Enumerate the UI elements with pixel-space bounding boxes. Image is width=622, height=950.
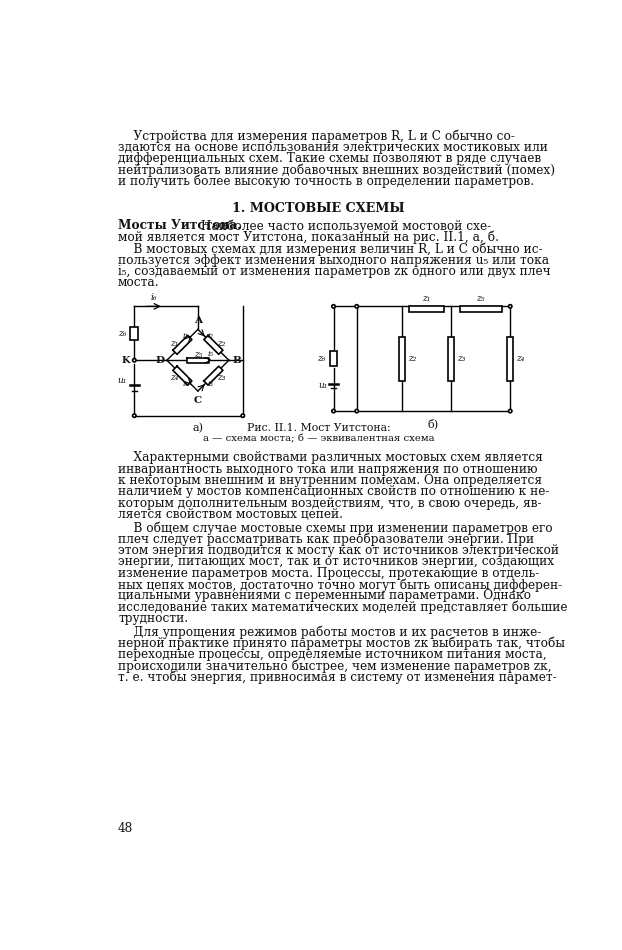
Circle shape (355, 305, 358, 308)
Text: Наиболее часто используемой мостовой схе-: Наиболее часто используемой мостовой схе… (197, 219, 491, 233)
Text: здаются на основе использования электрических мостиковых или: здаются на основе использования электрич… (118, 141, 548, 154)
Bar (460, 306, 502, 312)
Text: i₆: i₆ (151, 294, 157, 302)
Circle shape (332, 409, 335, 412)
Text: u₁: u₁ (318, 382, 327, 390)
Text: A: A (194, 315, 202, 325)
Polygon shape (173, 366, 192, 385)
Text: энергии, питающих мост, так и от источников энергии, создающих: энергии, питающих мост, так и от источни… (118, 555, 554, 568)
Text: K: K (121, 355, 129, 365)
Text: В общем случае мостовые схемы при изменении параметров его: В общем случае мостовые схемы при измене… (118, 521, 553, 535)
Circle shape (509, 409, 512, 412)
Text: и получить более высокую точность в определении параметров.: и получить более высокую точность в опре… (118, 175, 534, 188)
Bar (399, 336, 405, 381)
Text: i₄: i₄ (183, 380, 188, 389)
Circle shape (132, 358, 136, 362)
Text: z₃: z₃ (458, 354, 466, 363)
Text: B: B (233, 355, 241, 365)
Bar (448, 336, 455, 381)
Text: к некоторым внешним и внутренним помехам. Она определяется: к некоторым внешним и внутренним помехам… (118, 474, 542, 487)
Text: i₅, создаваемый от изменения параметров zк одного или двух плеч: i₅, создаваемый от изменения параметров … (118, 265, 550, 278)
Text: пользуется эффект изменения выходного напряжения u₅ или тока: пользуется эффект изменения выходного на… (118, 254, 549, 267)
Circle shape (509, 305, 512, 308)
Text: В мостовых схемах для измерения величин R, L и С обычно ис-: В мостовых схемах для измерения величин … (118, 242, 542, 256)
Circle shape (355, 409, 358, 412)
Text: инвариантность выходного тока или напряжения по отношению: инвариантность выходного тока или напряж… (118, 463, 537, 476)
Text: 48: 48 (118, 823, 134, 835)
Text: трудности.: трудности. (118, 612, 188, 625)
Text: z₆: z₆ (118, 329, 126, 338)
Text: u₁: u₁ (117, 376, 126, 385)
Bar (507, 336, 513, 381)
Text: C: C (194, 395, 202, 405)
Text: а — схема моста; б — эквивалентная схема: а — схема моста; б — эквивалентная схема (203, 434, 435, 444)
Circle shape (132, 414, 136, 417)
Text: ных цепях мостов, достаточно точно могут быть описаны дифферен-: ных цепях мостов, достаточно точно могут… (118, 578, 562, 592)
Text: т. е. чтобы энергия, привносимая в систему от изменения парамет-: т. е. чтобы энергия, привносимая в систе… (118, 671, 557, 684)
Text: i₂: i₂ (207, 332, 213, 340)
Text: 1. МОСТОВЫЕ СХЕМЫ: 1. МОСТОВЫЕ СХЕМЫ (233, 201, 405, 215)
Text: i₁: i₁ (183, 332, 188, 340)
Text: z₄: z₄ (170, 372, 179, 382)
Text: а): а) (192, 424, 203, 434)
Text: Рис. II.1. Мост Уитстона:: Рис. II.1. Мост Уитстона: (247, 424, 391, 433)
Text: z₃: z₃ (217, 372, 225, 382)
Text: z₂: z₂ (408, 354, 416, 363)
Polygon shape (204, 366, 223, 385)
Text: моста.: моста. (118, 276, 160, 290)
Text: дифференциальных схем. Такие схемы позволяют в ряде случаев: дифференциальных схем. Такие схемы позво… (118, 152, 541, 165)
Text: б): б) (428, 419, 439, 429)
Text: Мосты Уитстона.: Мосты Уитстона. (118, 219, 241, 233)
Text: изменение параметров моста. Процессы, протекающие в отдель-: изменение параметров моста. Процессы, пр… (118, 566, 539, 580)
Bar (131, 327, 138, 340)
Text: ляется свойством мостовых цепей.: ляется свойством мостовых цепей. (118, 508, 343, 522)
Text: плеч следует рассматривать как преобразователи энергии. При: плеч следует рассматривать как преобразо… (118, 532, 534, 546)
Bar (409, 306, 444, 312)
Text: z₆: z₆ (317, 354, 325, 363)
Polygon shape (173, 335, 192, 354)
Text: i₅: i₅ (207, 351, 213, 358)
Text: циальными уравнениями с переменными параметрами. Однако: циальными уравнениями с переменными пара… (118, 589, 531, 602)
Text: z₂: z₂ (217, 339, 225, 348)
Text: z₁: z₁ (422, 294, 430, 303)
Text: D: D (156, 355, 165, 365)
Polygon shape (204, 335, 223, 354)
Text: Устройства для измерения параметров R, L и С обычно со-: Устройства для измерения параметров R, L… (118, 129, 515, 142)
Text: Для упрощения режимов работы мостов и их расчетов в инже-: Для упрощения режимов работы мостов и их… (118, 625, 541, 638)
Polygon shape (187, 357, 209, 363)
Text: исследование таких математических моделей представляет большие: исследование таких математических моделе… (118, 600, 567, 615)
Circle shape (332, 305, 335, 308)
Circle shape (241, 414, 244, 417)
Text: z₁: z₁ (170, 339, 179, 348)
Text: Характерными свойствами различных мостовых схем является: Характерными свойствами различных мостов… (118, 451, 543, 465)
Text: которым дополнительным воздействиям, что, в свою очередь, яв-: которым дополнительным воздействиям, что… (118, 497, 542, 510)
Bar (330, 351, 337, 367)
Text: z₅: z₅ (193, 351, 202, 359)
Text: z₄: z₄ (516, 354, 525, 363)
Text: наличием у мостов компенсационных свойств по отношению к не-: наличием у мостов компенсационных свойст… (118, 485, 549, 499)
Text: переходные процессы, определяемые источником питания моста,: переходные процессы, определяемые источн… (118, 648, 547, 661)
Text: z₅: z₅ (476, 294, 485, 303)
Text: происходили значительно быстрее, чем изменение параметров zк,: происходили значительно быстрее, чем изм… (118, 659, 552, 673)
Text: нейтрализовать влияние добавочных внешних воздействий (помех): нейтрализовать влияние добавочных внешни… (118, 163, 555, 177)
Text: мой является мост Уитстона, показанный на рис. II.1, а, б.: мой является мост Уитстона, показанный н… (118, 231, 499, 244)
Text: нерной практике принято параметры мостов zк выбирать так, чтобы: нерной практике принято параметры мостов… (118, 636, 565, 650)
Text: i₃: i₃ (207, 380, 213, 389)
Text: этом энергия подводится к мосту как от источников электрической: этом энергия подводится к мосту как от и… (118, 543, 559, 557)
